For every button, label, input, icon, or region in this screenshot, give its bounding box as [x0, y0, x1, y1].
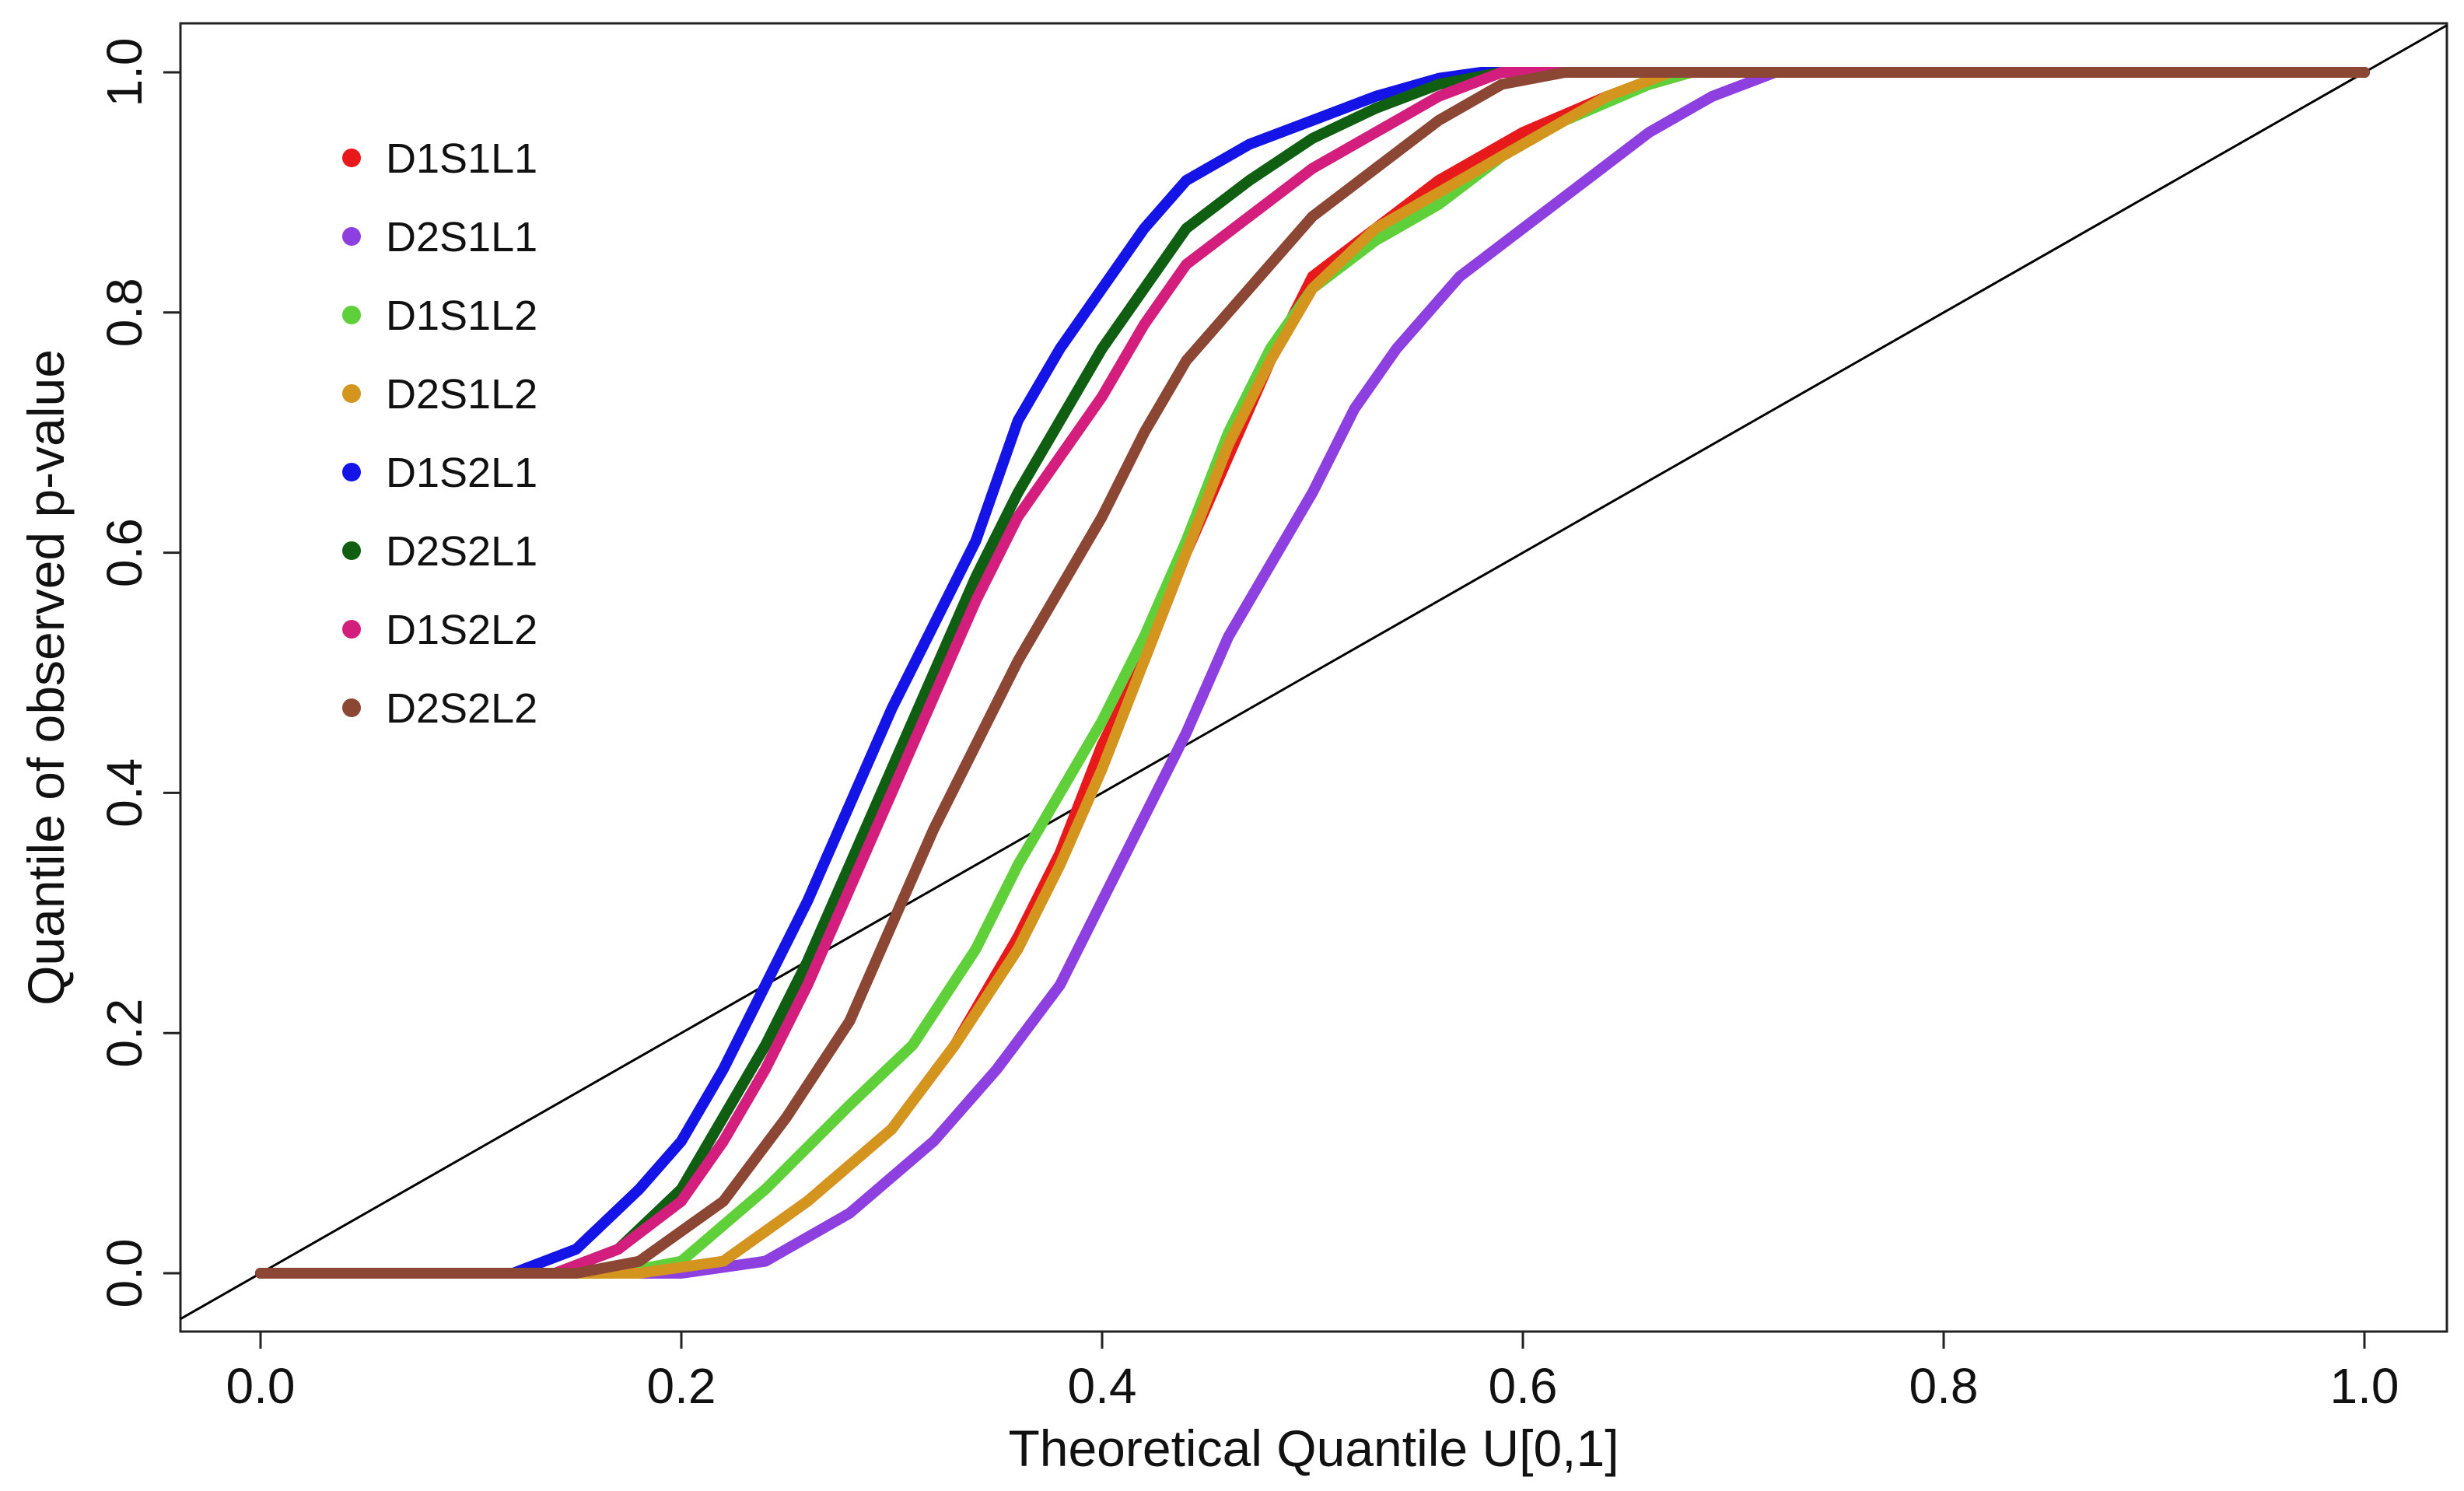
series-line-d2s2l2 [255, 67, 2370, 1279]
x-tick-label: 0.0 [226, 1358, 296, 1414]
legend-label-d2s1l2: D2S1L2 [386, 371, 537, 418]
legend-label-d1s1l1: D1S1L1 [386, 135, 537, 182]
legend: D1S1L1 D2S1L1 D1S1L2 D2S1L2 D1S2L1 D2S2L1 D1S2… [342, 135, 537, 732]
legend-marker-d1s2l1 [342, 463, 361, 481]
x-axis: 0.0 0.2 0.4 0.6 0.8 1.0 [226, 1332, 2399, 1414]
x-tick-label: 1.0 [2330, 1358, 2399, 1414]
series-line-d1s2l1 [255, 67, 2370, 1279]
series-line-d2s1l2 [255, 67, 2370, 1279]
x-tick-label: 0.4 [1068, 1358, 1137, 1414]
x-tick-label: 0.6 [1489, 1358, 1558, 1414]
y-axis-title: Quantile of observed p-value [17, 349, 75, 1006]
legend-marker-d1s1l1 [342, 149, 361, 167]
x-axis-title: Theoretical Quantile U[0,1] [1008, 1419, 1619, 1477]
legend-marker-d2s2l2 [342, 698, 361, 717]
legend-label-d1s2l1: D1S2L1 [386, 450, 537, 496]
plot-frame [179, 22, 2448, 1333]
y-tick-label: 0.8 [96, 278, 152, 347]
legend-label-d1s2l2: D1S2L2 [386, 607, 537, 653]
x-tick-label: 0.2 [647, 1358, 716, 1414]
series-line-d2s1l1 [255, 67, 2370, 1279]
reference-line-y-equals-x [180, 24, 2448, 1321]
x-tick-label: 0.8 [1909, 1358, 1979, 1414]
legend-marker-d1s1l2 [342, 306, 361, 324]
series-line-d1s2l2 [255, 67, 2370, 1279]
legend-label-d2s1l1: D2S1L1 [386, 214, 537, 261]
series-layer [255, 67, 2370, 1279]
legend-marker-d2s1l1 [342, 227, 361, 246]
y-tick-label: 0.0 [96, 1239, 152, 1308]
axes-layer [179, 22, 2448, 1333]
legend-label-d1s1l2: D1S1L2 [386, 292, 537, 339]
legend-marker-d2s2l1 [342, 541, 361, 560]
series-line-d2s2l1 [255, 67, 2370, 1279]
legend-marker-d2s1l2 [342, 384, 361, 403]
legend-marker-d1s2l2 [342, 620, 361, 639]
y-tick-label: 0.2 [96, 999, 152, 1068]
y-axis: 0.0 0.2 0.4 0.6 0.8 1.0 [96, 38, 180, 1308]
y-tick-label: 0.4 [96, 758, 152, 828]
legend-label-d2s2l1: D2S2L1 [386, 528, 537, 575]
reference-line-layer [180, 24, 2448, 1321]
y-tick-label: 0.6 [96, 518, 152, 587]
legend-label-d2s2l2: D2S2L2 [386, 685, 537, 732]
y-tick-label: 1.0 [96, 38, 152, 107]
